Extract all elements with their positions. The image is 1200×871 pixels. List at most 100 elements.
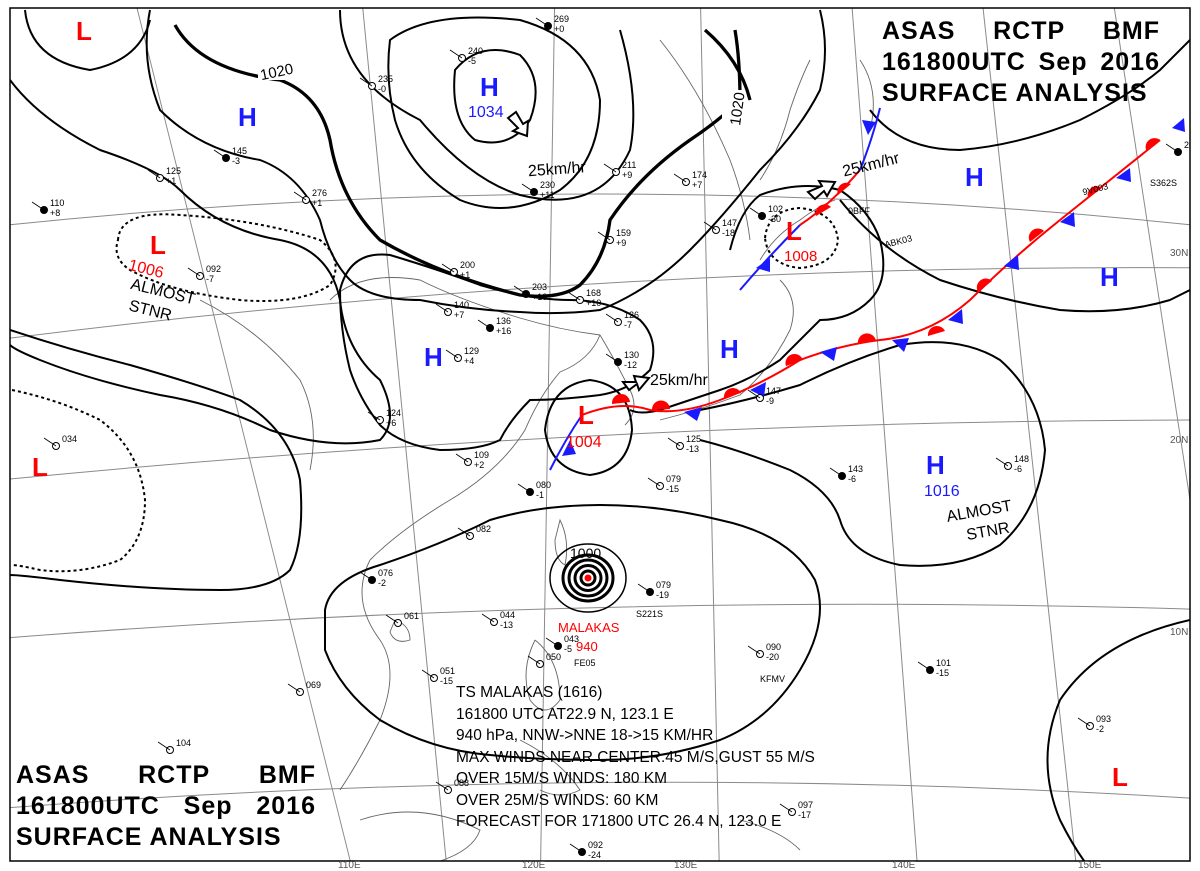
station-tendency: +11: [540, 190, 555, 200]
wind-barb: [441, 263, 455, 273]
wind-barb: [637, 583, 651, 593]
station-pressure: 203: [532, 282, 547, 292]
grid-line-150e: [851, 8, 918, 861]
isobar-northeast-ring: [869, 39, 1190, 152]
station-pressure: 130: [624, 350, 639, 360]
pressure-centers: H 1034 H H H H H H 1016 L L 1006 L 1004 …: [32, 16, 1128, 792]
wind-barb: [747, 645, 761, 655]
station-plot: 076-2: [359, 568, 393, 588]
front-cold-low1008: [739, 224, 801, 291]
station-pressure: 200: [460, 260, 475, 270]
station-plot: 050: [527, 652, 561, 668]
station-tendency: +16: [496, 326, 511, 336]
high-pacific-north-symbol: H: [965, 162, 984, 192]
wind-barb: [481, 613, 495, 623]
wind-barb: [43, 437, 57, 447]
station-pressure: 109: [474, 450, 489, 460]
header-bottom-station: RCTP: [138, 761, 211, 789]
header-bottom-year: 2016: [256, 792, 316, 820]
isobar-sw-low: [1046, 619, 1190, 861]
lat-label-30n: 30N: [1170, 248, 1188, 259]
station-plot: 092-7: [187, 264, 221, 284]
isobar-nw-low-outer: [24, 9, 151, 72]
station-pressure: 069: [306, 680, 321, 690]
station-plot: 269+0: [535, 14, 569, 34]
grid-line-110e: [136, 8, 351, 861]
motion-arrows: [506, 110, 837, 393]
station-tendency: -13: [686, 444, 699, 454]
high-1016-value: 1016: [924, 483, 960, 500]
wind-barb: [569, 843, 583, 853]
grid-line-160e: [982, 8, 1077, 861]
grid-labels: 30N 20N 10N 110E 120E 130E 140E 150E: [338, 248, 1188, 871]
typhoon-info-line-5: OVER 15M/S WINDS: 180 KM: [456, 770, 668, 787]
station-plot: 200: [1165, 140, 1199, 156]
station-plot: 203+10: [513, 282, 547, 302]
station-pressure: 159: [616, 228, 631, 238]
station-tendency: +4: [464, 356, 474, 366]
wind-barb: [527, 655, 541, 665]
station-tendency: -15: [666, 484, 679, 494]
station-plot: 125+1: [147, 166, 181, 186]
coast-indochina: [339, 559, 391, 791]
station-pressure: 092: [588, 840, 603, 850]
station-pressure: 079: [656, 580, 671, 590]
station-plot: 136+16: [477, 316, 511, 336]
station-tendency: +7: [454, 310, 464, 320]
header-bottom-title: SURFACE ANALYSIS: [16, 823, 282, 851]
isobar-pacific-high: [699, 341, 1047, 567]
wind-barb: [359, 571, 373, 581]
isobar-typhoon-outer: [324, 503, 821, 762]
motion-label-low-1004: 25km/hr: [650, 372, 708, 389]
coast-russia-east: [659, 39, 751, 241]
station-tendency: -7: [624, 320, 632, 330]
station-tendency: -5: [564, 644, 572, 654]
station-pressure: 235: [378, 74, 393, 84]
wind-barb: [293, 191, 307, 201]
station-tendency: +1: [166, 176, 176, 186]
typhoon-info-line-3: 940 hPa, NNW->NNE 18->15 KM/HR: [456, 727, 714, 744]
station-pressure: 080: [536, 480, 551, 490]
high-1034-symbol: H: [480, 72, 499, 102]
front-cold-north: [859, 107, 881, 171]
station-id-s362s: S362S: [1150, 178, 1177, 188]
station-plot: 147-18: [703, 218, 737, 238]
isobar-pacific-main: [839, 199, 1190, 313]
grid-line-20n: [10, 419, 1190, 480]
station-plot: 230+11: [521, 180, 555, 200]
station-pressure: 079: [666, 474, 681, 484]
wind-barb: [647, 477, 661, 487]
typhoon-isobar-label: 1000: [570, 545, 601, 561]
station-tendency: -2: [378, 578, 386, 588]
station-pressure: 200: [1184, 140, 1199, 150]
station-tendency: -0: [378, 84, 386, 94]
wind-barb: [421, 669, 435, 679]
station-tendency: +10: [532, 292, 547, 302]
typhoon-info-line-2: 161800 UTC AT22.9 N, 123.1 E: [456, 705, 674, 723]
header-bottom-time: 161800UTC: [16, 792, 160, 820]
lat-label-10n: 10N: [1170, 627, 1188, 638]
typhoon-pressure: 940: [576, 639, 598, 654]
station-pressure: 136: [496, 316, 511, 326]
station-plot: 044-13: [481, 610, 515, 630]
station-plot: 082: [457, 524, 491, 540]
header-bottom-line3: SURFACE ANALYSIS: [16, 822, 316, 853]
low-1008-symbol: L: [786, 216, 802, 246]
high-japan-symbol: H: [720, 334, 739, 364]
typhoon-info-line-4: MAX WINDS NEAR CENTER:45 M/S,GUST 55 M/S: [456, 748, 815, 766]
header-top-year: 2016: [1100, 48, 1160, 76]
station-plot: 126-7: [605, 310, 639, 330]
wind-barb: [605, 313, 619, 323]
isobar-label-1020-west: 1020: [259, 61, 295, 85]
wind-barb: [1077, 717, 1091, 727]
station-id-kfmv: KFMV: [760, 674, 785, 684]
station-tendency: +9: [616, 238, 626, 248]
station-plot: 043-5: [545, 634, 579, 654]
typhoon-info-line-1: TS MALAKAS (1616): [456, 684, 603, 701]
station-pressure: 082: [476, 524, 491, 534]
warm-front-bumps: [611, 138, 1160, 410]
coast-taiwan: [554, 518, 568, 566]
station-plot: 124+6: [367, 408, 401, 428]
station-tendency: +6: [386, 418, 396, 428]
